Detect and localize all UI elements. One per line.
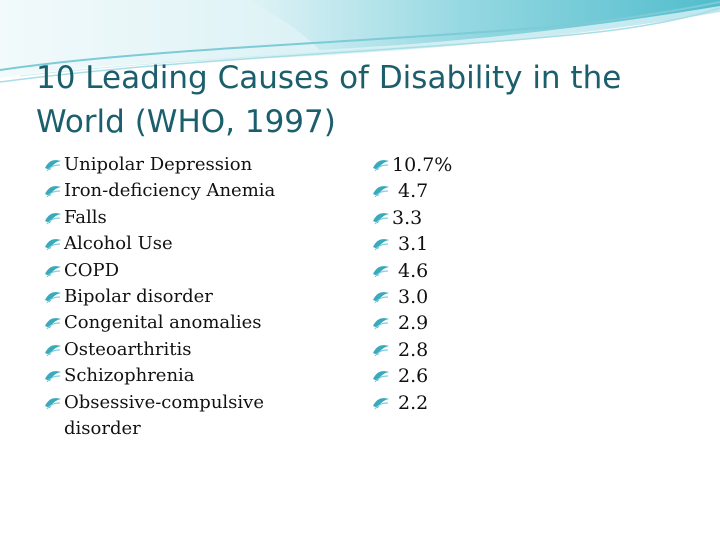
cause-value: 4.7 — [392, 180, 429, 203]
list-item: 3.0 — [372, 284, 512, 310]
list-item: 2.2 — [372, 390, 512, 416]
cause-value: 2.8 — [392, 338, 429, 361]
cause-value: 3.0 — [392, 286, 429, 309]
wave-bullet-icon — [45, 344, 61, 357]
wave-bullet-icon — [45, 292, 61, 304]
wave-bullet-icon — [373, 318, 389, 330]
wave-bullet-icon — [45, 371, 61, 383]
list-item: 2.9 — [372, 310, 512, 336]
list-item: Unipolar Depression — [44, 152, 344, 178]
cause-label: Falls — [64, 206, 107, 228]
list-item: Osteoarthritis — [44, 337, 344, 363]
value-list: 10.7% 4.7 3.3 3.1 4.6 3.0 2.9 2.8 2.6 2.… — [372, 152, 512, 416]
wave-bullet-icon — [373, 397, 389, 410]
wave-bullet-icon — [373, 371, 389, 383]
wave-bullet-icon — [45, 186, 61, 198]
cause-label: COPD — [64, 259, 120, 281]
header-wave-banner — [0, 0, 720, 83]
cause-label: Bipolar disorder — [64, 286, 213, 308]
list-item: 3.1 — [372, 231, 512, 257]
cause-value: 10.7% — [392, 154, 453, 176]
list-item: Obsessive-compulsive disorder — [44, 390, 344, 443]
cause-label: Iron-deficiency Anemia — [64, 180, 276, 202]
list-item: Bipolar disorder — [44, 284, 344, 310]
list-item: 4.6 — [372, 258, 512, 284]
cause-label: Alcohol Use — [64, 233, 173, 255]
cause-list: Unipolar Depression Iron-deficiency Anem… — [44, 152, 344, 442]
list-item: Falls — [44, 205, 344, 231]
cause-label: Obsessive-compulsive disorder — [64, 391, 264, 440]
list-item: 3.3 — [372, 205, 512, 231]
cause-value: 2.6 — [392, 365, 429, 388]
wave-bullet-icon — [45, 265, 61, 278]
wave-bullet-icon — [373, 239, 389, 251]
wave-bullet-icon — [45, 318, 61, 330]
cause-value: 3.3 — [392, 206, 423, 229]
cause-value: 4.6 — [392, 259, 429, 282]
cause-value: 2.2 — [392, 391, 429, 414]
list-item: Congenital anomalies — [44, 310, 344, 336]
cause-label: Osteoarthritis — [64, 338, 192, 360]
list-item: COPD — [44, 258, 344, 284]
wave-bullet-icon — [373, 292, 389, 304]
wave-bullet-icon — [45, 160, 61, 172]
wave-bullet-icon — [373, 160, 389, 172]
cause-label: Schizophrenia — [64, 365, 195, 387]
list-item: 10.7% — [372, 152, 512, 178]
cause-value: 3.1 — [392, 233, 429, 256]
cause-label: Unipolar Depression — [64, 154, 253, 175]
cause-value: 2.9 — [392, 312, 429, 335]
list-item: 4.7 — [372, 178, 512, 204]
list-item: Iron-deficiency Anemia — [44, 178, 344, 204]
wave-bullet-icon — [373, 186, 389, 198]
wave-bullet-icon — [45, 397, 61, 410]
list-item: Alcohol Use — [44, 231, 344, 257]
cause-label: Congenital anomalies — [64, 312, 262, 334]
list-item: 2.8 — [372, 337, 512, 363]
list-item: 2.6 — [372, 363, 512, 389]
list-item: Schizophrenia — [44, 363, 344, 389]
wave-bullet-icon — [373, 212, 389, 225]
wave-bullet-icon — [45, 212, 61, 225]
wave-bullet-icon — [45, 239, 61, 251]
wave-bullet-icon — [373, 265, 389, 278]
wave-bullet-icon — [373, 344, 389, 357]
slide-title: 10 Leading Causes of Disability in the W… — [36, 60, 622, 140]
